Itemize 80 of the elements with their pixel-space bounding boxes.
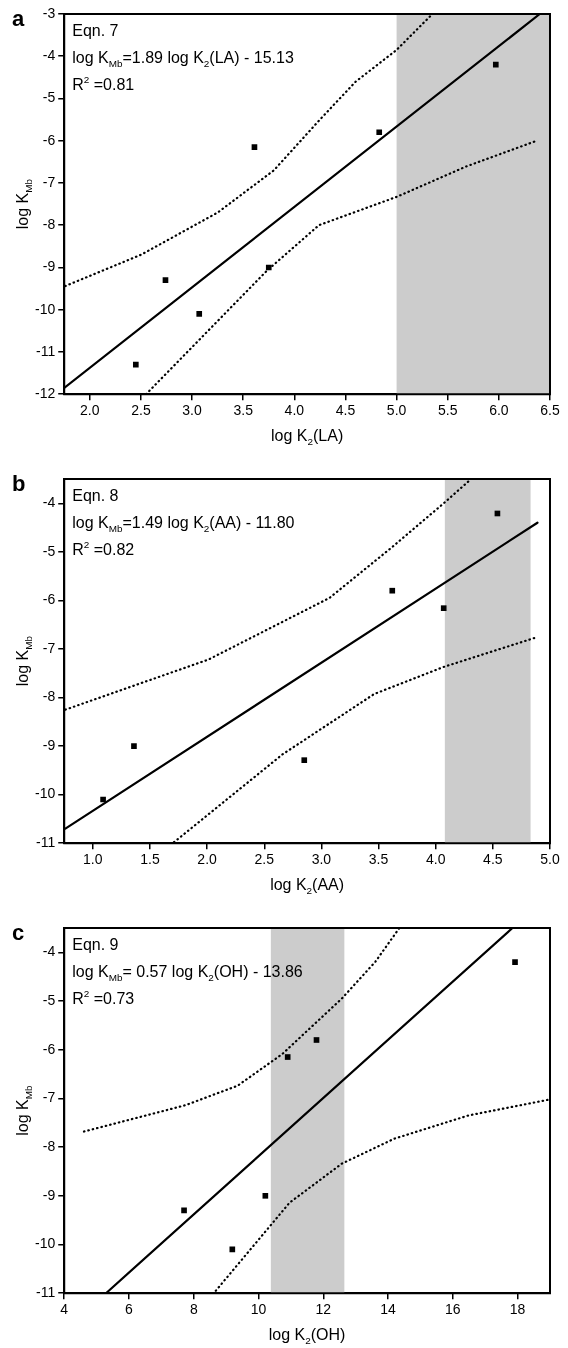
chart-title: a (12, 6, 25, 31)
point (313, 1037, 320, 1043)
x-tick-label: 6 (125, 1301, 134, 1318)
point (512, 959, 518, 965)
annotation: Eqn. 9 (72, 936, 119, 953)
point (100, 796, 106, 803)
y-axis-title: log KMb (14, 1084, 34, 1136)
y-tick-label: -12 (35, 385, 56, 402)
x-tick-label: 8 (189, 1301, 198, 1318)
point (131, 743, 137, 749)
y-tick-label: -11 (36, 834, 56, 851)
y-tick-label: -4 (42, 47, 56, 64)
point (376, 129, 383, 136)
x-tick-label: 2.5 (254, 851, 275, 868)
y-tick-label: -10 (35, 1235, 56, 1252)
x-tick-label: 2.0 (197, 851, 218, 868)
point (132, 361, 139, 368)
x-tick-label: 3.5 (233, 402, 254, 419)
y-tick-label: -5 (42, 542, 56, 559)
x-tick-label: 14 (380, 1301, 397, 1318)
point (251, 144, 258, 150)
point (162, 277, 169, 283)
y-tick-label: -4 (42, 943, 56, 960)
point (181, 1207, 187, 1214)
x-tick-label: 1.0 (83, 851, 103, 868)
point (389, 587, 396, 594)
x-tick-label: 6.5 (540, 402, 560, 419)
y-tick-label: -9 (42, 258, 56, 275)
x-tick-label: 12 (315, 1301, 332, 1318)
x-tick-label: 4 (60, 1301, 69, 1318)
x-tick-label: 3.0 (311, 851, 332, 868)
y-tick-label: -8 (42, 688, 56, 705)
y-tick-label: -7 (42, 173, 56, 190)
point (440, 605, 447, 611)
x-tick-label: 5.0 (540, 851, 560, 868)
y-tick-label: -3 (42, 4, 56, 21)
x-tick-label: 16 (445, 1301, 461, 1318)
x-tick-label: 5.5 (438, 402, 458, 419)
y-tick-label: -7 (42, 1089, 56, 1106)
y-tick-label: -8 (42, 1137, 56, 1154)
x-tick-label: 2.5 (131, 402, 151, 419)
annotation: Eqn. 8 (72, 487, 119, 504)
point (265, 264, 272, 271)
x-tick-label: 3.5 (368, 851, 389, 868)
x-tick-label: 10 (250, 1301, 267, 1318)
y-tick-label: -8 (42, 216, 56, 233)
y-tick-label: -6 (42, 131, 56, 148)
x-tick-label: 6.0 (489, 402, 509, 419)
y-tick-label: -6 (42, 1040, 56, 1057)
annotation: Eqn. 7 (72, 22, 119, 39)
point (301, 757, 308, 763)
y-tick-label: -5 (42, 89, 56, 106)
chart-title: c (12, 920, 25, 945)
y-tick-label: -11 (36, 342, 56, 359)
y-tick-label: -11 (36, 1284, 56, 1301)
y-tick-label: -7 (42, 639, 56, 656)
point (262, 1192, 269, 1199)
x-tick-label: 4.0 (284, 402, 305, 419)
y-tick-label: -4 (42, 494, 56, 511)
x-tick-label: 4.0 (425, 851, 446, 868)
point (492, 61, 499, 68)
x-tick-label: 2.0 (80, 402, 100, 419)
y-axis-title: log KMb (14, 178, 34, 230)
y-tick-label: -9 (42, 736, 56, 753)
x-tick-label: 1.5 (140, 851, 160, 868)
y-tick-label: -9 (42, 1186, 56, 1203)
x-tick-label: 18 (509, 1301, 526, 1318)
point (196, 311, 203, 317)
chart-title: b (12, 471, 26, 496)
y-axis-title: log KMb (14, 635, 34, 687)
y-tick-label: -5 (42, 991, 56, 1008)
x-tick-label: 5.0 (386, 402, 407, 419)
y-tick-label: -10 (35, 300, 56, 317)
x-tick-label: 3.0 (182, 402, 203, 419)
y-tick-label: -6 (42, 591, 56, 608)
point (229, 1246, 236, 1253)
point (284, 1054, 291, 1060)
y-tick-label: -10 (35, 785, 56, 802)
x-tick-label: 4.5 (335, 402, 356, 419)
x-tick-label: 4.5 (483, 851, 503, 868)
